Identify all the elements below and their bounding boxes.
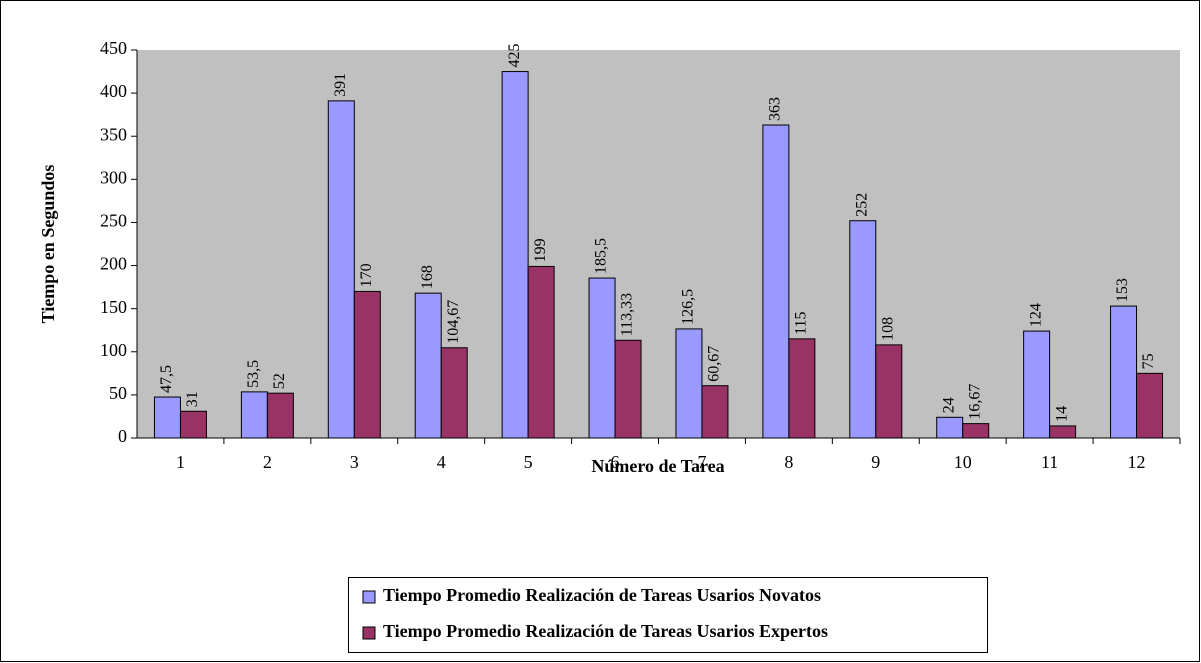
- value-label: 14: [1053, 406, 1070, 422]
- value-label: 425: [506, 44, 523, 68]
- plot-area: [137, 50, 1180, 438]
- y-tick-label: 300: [100, 167, 127, 187]
- y-axis-title: Tiempo en Segundos: [38, 165, 58, 324]
- y-tick-label: 250: [100, 211, 127, 231]
- bar: [501, 71, 529, 439]
- y-tick-label: 150: [100, 297, 127, 317]
- bar: [701, 385, 729, 439]
- value-label: 153: [1114, 278, 1131, 302]
- bar: [240, 391, 268, 439]
- bar: [675, 328, 703, 439]
- value-label: 168: [419, 265, 436, 289]
- y-tick-label: 100: [100, 340, 127, 360]
- x-tick-label: 3: [350, 452, 359, 472]
- x-tick-label: 10: [954, 452, 972, 472]
- x-tick-label: 6: [611, 452, 620, 472]
- value-label: 108: [879, 317, 896, 341]
- y-tick-label: 400: [100, 81, 127, 101]
- value-label: 47,5: [158, 365, 175, 393]
- x-tick-label: 9: [871, 452, 880, 472]
- x-tick-label: 12: [1128, 452, 1146, 472]
- bar: [179, 410, 207, 439]
- value-label: 124: [1027, 303, 1044, 327]
- y-tick-label: 200: [100, 254, 127, 274]
- legend-swatch: [362, 590, 376, 604]
- bar: [875, 344, 903, 439]
- value-label: 75: [1140, 353, 1157, 369]
- x-tick-label: 2: [263, 452, 272, 472]
- y-tick-label: 50: [109, 383, 127, 403]
- x-tick-label: 7: [697, 452, 706, 472]
- bar: [936, 416, 964, 439]
- bar: [353, 290, 381, 439]
- value-label: 31: [184, 391, 201, 407]
- bar: [1023, 330, 1051, 439]
- value-label: 53,5: [245, 360, 262, 388]
- bar: [414, 292, 442, 439]
- x-tick-label: 5: [524, 452, 533, 472]
- x-tick-label: 1: [176, 452, 185, 472]
- value-label: 60,67: [706, 346, 723, 382]
- value-label: 170: [358, 263, 375, 287]
- bar: [266, 392, 294, 439]
- bar: [153, 396, 181, 439]
- x-tick-label: 4: [437, 452, 446, 472]
- y-tick-label: 0: [118, 426, 127, 446]
- bar: [1136, 372, 1164, 439]
- bar: [527, 265, 555, 439]
- value-label: 199: [532, 238, 549, 262]
- value-label: 185,5: [593, 238, 610, 274]
- y-tick-label: 450: [100, 38, 127, 58]
- bar: [614, 339, 642, 439]
- value-label: 391: [332, 73, 349, 97]
- bar: [1049, 425, 1077, 439]
- value-label: 363: [767, 97, 784, 121]
- bar: [1110, 305, 1138, 439]
- x-axis-title: Número de Tarea: [591, 456, 724, 476]
- bar: [440, 347, 468, 439]
- value-label: 104,67: [445, 300, 462, 344]
- value-label: 24: [940, 397, 957, 413]
- value-label: 113,33: [619, 293, 636, 336]
- legend-label: Tiempo Promedio Realización de Tareas Us…: [383, 585, 821, 605]
- bar: [788, 338, 816, 439]
- legend-label: Tiempo Promedio Realización de Tareas Us…: [383, 621, 828, 641]
- bar: [962, 423, 990, 439]
- legend-swatch: [362, 626, 376, 640]
- value-label: 52: [271, 373, 288, 389]
- x-tick-label: 8: [784, 452, 793, 472]
- legend-box: [348, 577, 988, 653]
- y-tick-label: 350: [100, 124, 127, 144]
- bar: [849, 220, 877, 439]
- value-label: 16,67: [966, 384, 983, 420]
- bar: [762, 124, 790, 439]
- x-tick-label: 11: [1041, 452, 1058, 472]
- bar: [588, 277, 616, 439]
- value-label: 115: [793, 311, 810, 334]
- value-label: 126,5: [680, 289, 697, 325]
- value-label: 252: [853, 193, 870, 217]
- bar: [327, 100, 355, 439]
